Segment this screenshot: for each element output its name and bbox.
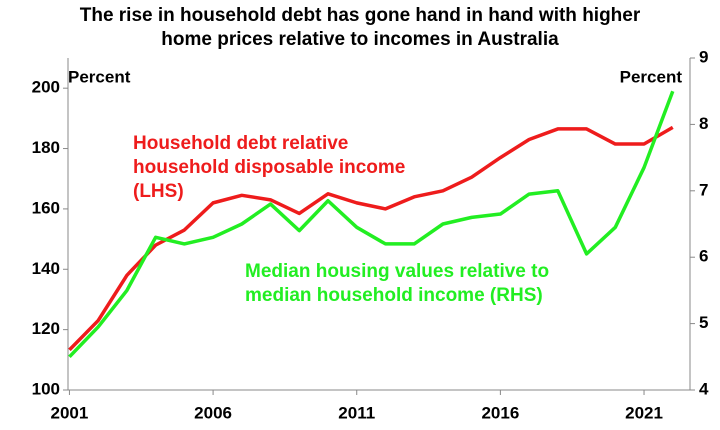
- line-series: [68, 125, 674, 352]
- y2-tick-label: 6: [699, 247, 708, 266]
- x-tick-label: 2011: [338, 403, 375, 422]
- y-tick-label: 140: [32, 259, 60, 278]
- series-label: Median housing values relative to median…: [245, 261, 550, 306]
- y2-tick-label: 7: [699, 180, 708, 199]
- y-tick-label: 180: [32, 138, 60, 157]
- y-tick-label: 160: [32, 198, 60, 217]
- y2-tick-label: 4: [699, 379, 709, 398]
- y-tick-label: 200: [32, 78, 60, 97]
- series-label: Household debt relative household dispos…: [133, 133, 406, 202]
- y2-tick-label: 9: [699, 47, 708, 66]
- x-tick-label: 2006: [194, 403, 232, 422]
- y-tick-label: 120: [32, 319, 60, 338]
- axis-unit: Percent: [620, 67, 683, 86]
- axis-unit: Percent: [68, 67, 131, 86]
- line-series: [68, 90, 675, 359]
- x-tick-label: 2016: [481, 403, 519, 422]
- x-tick-label: 2021: [625, 403, 663, 422]
- y2-tick-label: 8: [699, 114, 708, 133]
- chart-title: The rise in household debt has gone hand…: [79, 5, 641, 50]
- y2-tick-label: 5: [699, 313, 708, 332]
- y-tick-label: 100: [32, 379, 60, 398]
- x-tick-label: 2001: [51, 403, 89, 422]
